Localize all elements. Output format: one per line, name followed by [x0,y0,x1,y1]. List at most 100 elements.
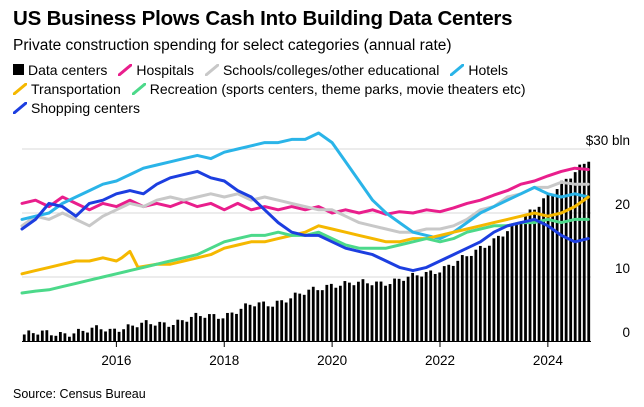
data-centers-bar [447,264,451,341]
data-centers-bar [176,319,180,341]
data-centers-bar [501,236,505,341]
legend-label-transportation: Transportation [31,80,121,97]
data-centers-bar [162,322,166,341]
y-tick-label-3: $30 bln [586,133,630,148]
legend-swatch-hotels [450,63,465,76]
data-centers-bar [519,223,523,341]
data-centers-bar [72,333,76,341]
data-centers-bar [86,332,89,341]
legend-item-schools: Schools/colleges/other educational [204,62,439,78]
data-centers-bar [469,255,473,341]
data-centers-bar [257,302,261,341]
data-centers-bar [275,300,279,341]
data-centers-bar [40,330,44,341]
x-tick-label-0: 2016 [101,353,131,368]
data-centers-bar [68,336,71,341]
data-centers-bar [108,328,112,341]
data-centers-bar [429,270,433,341]
legend-item-hotels: Hotels [450,62,508,78]
data-centers-bar [230,312,234,341]
data-centers-bar [334,287,338,341]
legend-item-hospitals: Hospitals [118,62,194,78]
data-centers-bar [497,235,500,341]
chart-title: US Business Plows Cash Into Building Dat… [13,7,513,30]
legend-label-data-centers: Data centers [28,61,108,78]
data-centers-bar [22,334,26,341]
y-tick-label-1: 10 [615,261,630,276]
data-centers-bar [302,294,306,341]
series-line-5 [20,169,590,273]
data-centers-bar [208,314,211,341]
data-centers-bar [149,324,153,341]
data-centers-bar [465,256,469,341]
data-centers-bar [329,283,333,341]
series-lines [20,131,590,295]
data-centers-bar [248,304,252,341]
data-centers-bar [167,326,171,341]
data-centers-bar [397,278,401,341]
data-centers-bar [198,316,202,341]
data-centers-bar [483,247,487,341]
data-centers-bar [357,281,360,341]
data-centers-bar [203,317,207,341]
data-centers-bar [217,318,220,341]
y-axis-ticks: 0 10 20 $30 bln [586,133,630,340]
data-centers-bar [140,322,144,341]
chart-subtitle: Private construction spending for select… [13,37,452,54]
data-centers-bar [542,198,545,341]
data-centers-bar [63,333,67,341]
data-centers-bar [144,320,148,341]
data-centers-bar [77,328,80,341]
data-centers-bar [122,329,126,341]
data-centers-bar [298,293,302,341]
legend-row-3: Shopping centers [13,99,151,116]
legend-swatch-transportation [13,82,27,95]
data-centers-bar [515,223,518,341]
legend-item-shopping-centers: Shopping centers [13,100,140,116]
data-centers-bar [578,164,582,341]
source-note: Source: Census Bureau [13,387,146,401]
data-centers-bar [379,281,383,341]
x-axis-ticks: 2016 2018 2020 2022 2024 [101,341,563,368]
data-centers-bar [528,209,532,341]
legend-swatch-hospitals [118,63,133,76]
data-centers-bar [352,285,356,341]
grid-lines [22,148,591,278]
data-centers-bar [582,163,586,341]
data-centers-bar [492,238,496,341]
x-tick-label-2: 2020 [317,353,347,368]
data-centers-bar [438,272,442,341]
y-tick-label-0: 0 [622,325,630,340]
data-centers-bar [316,290,320,341]
legend-row-1: Data centers Hospitals Schools/colleges/… [13,61,519,78]
data-centers-bar [348,282,351,341]
x-tick-label-1: 2018 [209,353,239,368]
data-centers-bar [27,330,31,341]
data-centers-bar [388,284,392,341]
data-centers-bar [393,278,396,341]
legend-item-data-centers: Data centers [13,62,107,78]
legend-label-recreation: Recreation (sports centers, theme parks,… [149,80,526,97]
data-centers-bar [171,325,175,341]
series-line-0 [20,166,590,216]
data-centers-bar [456,260,460,341]
data-centers-bar [478,245,482,341]
data-centers-bar [158,321,162,341]
data-centers-bar [587,161,591,341]
data-centers-bar [311,286,315,341]
data-centers-bar [289,298,293,341]
data-centers-bar [506,231,509,341]
data-centers-bar [361,279,365,341]
data-centers-bar [375,281,378,341]
data-centers-bar [307,289,311,341]
data-centers-bar [180,320,184,341]
data-centers-bar [442,266,446,341]
data-centers-bar [99,329,103,341]
legend-swatch-recreation [131,82,146,95]
data-centers-bar [36,334,40,341]
data-centers-bar [366,283,369,341]
data-centers-bars [22,161,591,341]
data-centers-bar [189,316,193,341]
data-centers-bar [420,276,424,341]
